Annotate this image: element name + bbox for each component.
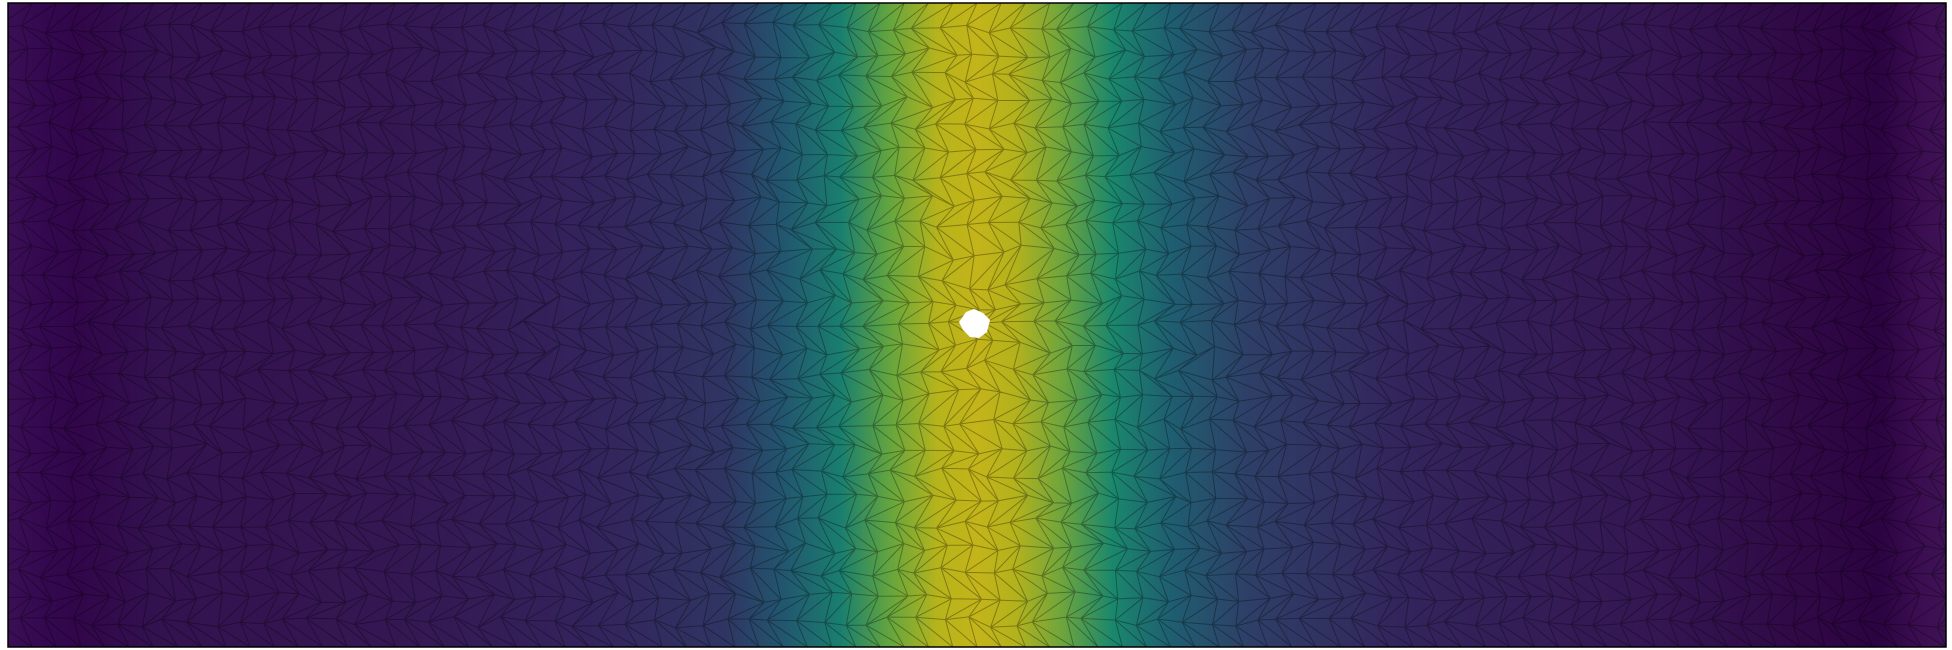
mesh-edges xyxy=(8,3,1946,647)
hole-shape xyxy=(959,309,990,338)
domain-border xyxy=(7,2,1947,648)
mesh-lines xyxy=(8,3,1946,647)
mesh-hole xyxy=(959,309,990,338)
